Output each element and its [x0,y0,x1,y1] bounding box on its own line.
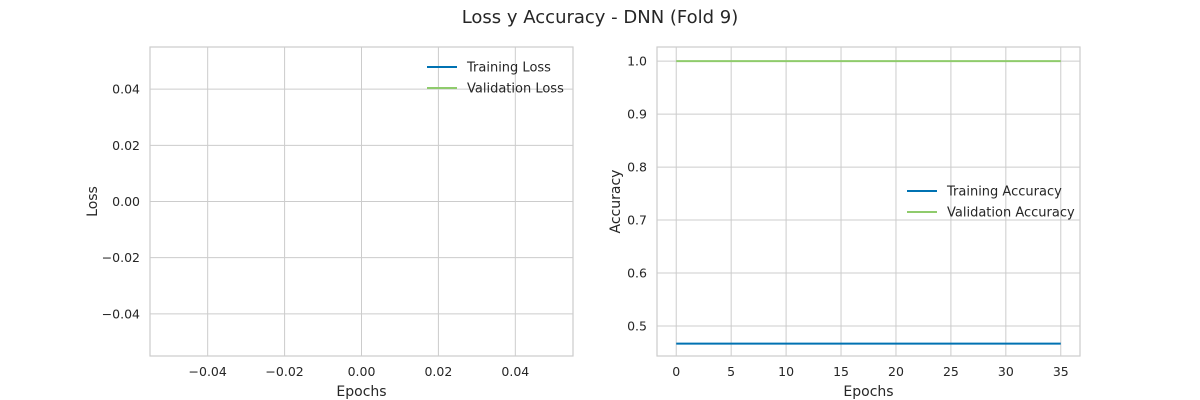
legend-entry-label: Validation Loss [467,82,564,97]
loss-x-tick-label: −0.04 [189,364,227,379]
loss-x-tick-label: 0.00 [348,364,376,379]
loss-x-tick-label: 0.02 [424,364,452,379]
legend-entry-label: Validation Accuracy [947,206,1075,221]
accuracy-y-tick-label: 1.0 [627,54,647,69]
loss-x-axis-label: Epochs [336,384,386,400]
accuracy-y-tick-label: 0.8 [627,160,647,175]
accuracy-y-tick-label: 0.9 [627,107,647,122]
accuracy-x-axis-label: Epochs [843,384,893,400]
loss-x-tick-label: 0.04 [501,364,529,379]
accuracy-x-tick-label: 15 [833,364,849,379]
loss-plot-frame [149,46,574,357]
loss-y-tick-label: −0.04 [102,306,140,321]
figure-title: Loss y Accuracy - DNN (Fold 9) [462,7,739,28]
loss-y-tick-label: 0.00 [112,194,140,209]
legend-entry-label: Training Loss [466,61,551,76]
accuracy-y-tick-label: 0.5 [627,318,647,333]
accuracy-y-tick-label: 0.6 [627,266,647,281]
loss-y-tick-label: 0.04 [112,82,140,97]
loss-y-axis-label: Loss [85,186,101,217]
accuracy-x-tick-label: 25 [943,364,959,379]
accuracy-x-tick-label: 30 [998,364,1014,379]
accuracy-x-tick-label: 35 [1053,364,1069,379]
accuracy-legend: Training Accuracy Validation Accuracy [907,185,1075,221]
accuracy-x-tick-label: 0 [672,364,680,379]
loss-chart: −0.04 −0.02 0.00 0.02 0.04 0.04 0.02 0.00 −0.02 −… [85,46,574,400]
accuracy-x-tick-label: 10 [778,364,794,379]
loss-y-tick-label: −0.02 [102,250,140,265]
legend-entry-label: Training Accuracy [946,185,1062,200]
loss-legend: Training Loss Validation Loss [427,61,564,97]
accuracy-y-tick-label: 0.7 [627,213,647,228]
loss-x-tick-label: −0.02 [265,364,303,379]
accuracy-x-tick-label: 5 [727,364,735,379]
accuracy-x-tick-label: 20 [888,364,904,379]
accuracy-y-axis-label: Accuracy [608,170,624,234]
accuracy-plot-frame [656,46,1081,357]
accuracy-chart: 0 5 10 15 20 25 30 35 1.0 0.9 0.8 0.7 0.6 0.5 Epochs Ac… [608,46,1081,400]
loss-y-tick-label: 0.02 [112,138,140,153]
